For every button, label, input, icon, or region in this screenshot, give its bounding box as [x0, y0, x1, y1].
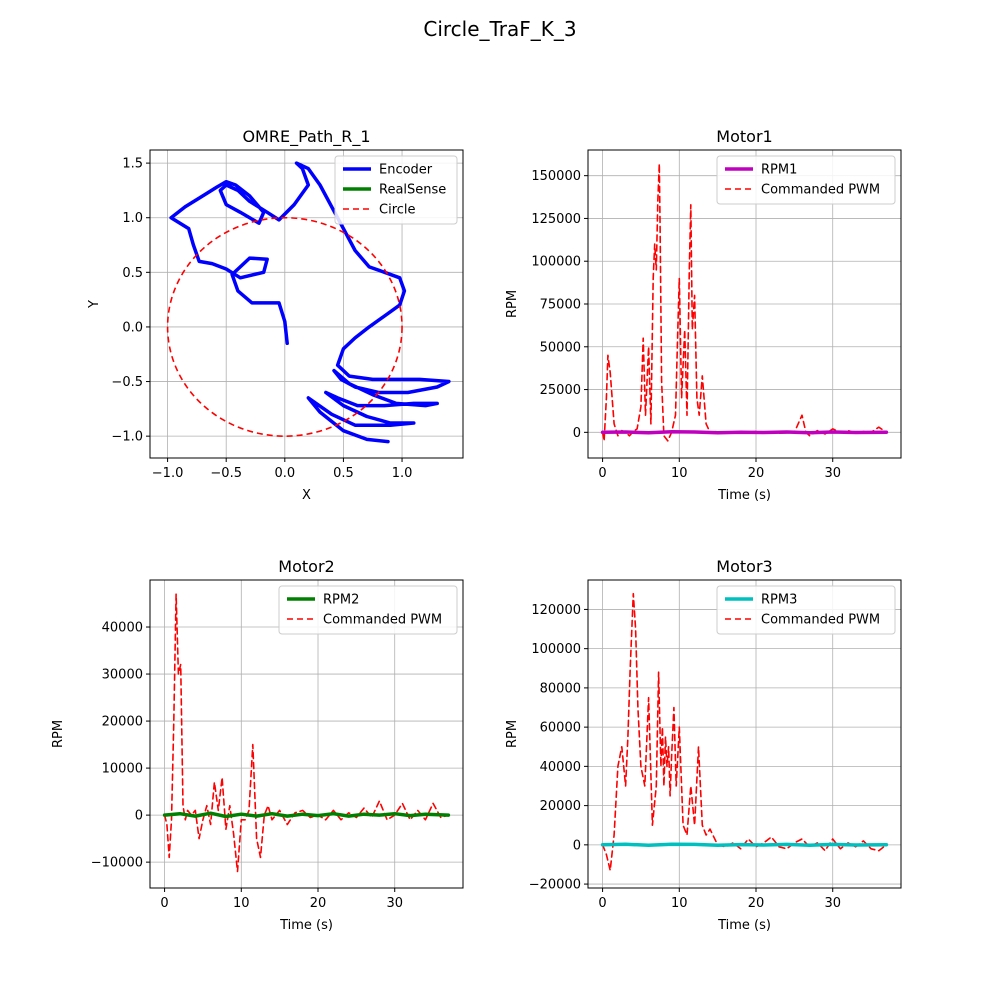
- y-tick-label: 100000: [531, 255, 581, 270]
- legend-label: Commanded PWM: [323, 613, 442, 628]
- y-tick-label: 75000: [540, 298, 581, 313]
- series-rpm1: [600, 430, 889, 435]
- legend-label: RPM1: [761, 163, 797, 178]
- y-axis-label: Y: [87, 300, 102, 309]
- y-tick-label: −1.0: [111, 430, 143, 445]
- axes-frame: [149, 149, 464, 459]
- x-tick-label: 1.0: [392, 466, 413, 481]
- x-tick-label: 0.5: [333, 466, 354, 481]
- plot-title: Motor2: [278, 557, 334, 576]
- axes-frame: [587, 579, 902, 889]
- y-tick-label: 0.5: [122, 266, 143, 281]
- y-tick-label: 20000: [540, 799, 581, 814]
- plot-motor3: 0 10 20 30 −20000 0 20000 40000 60000 80000 100000…: [505, 557, 902, 933]
- y-tick-label: 60000: [540, 721, 581, 736]
- x-tick-label: −1.0: [152, 466, 184, 481]
- plot-title: OMRE_Path_R_1: [242, 127, 370, 147]
- x-tick-label: 20: [748, 896, 765, 911]
- legend: [716, 585, 896, 635]
- y-tick-label: 40000: [102, 621, 143, 636]
- y-tick-label: 30000: [102, 668, 143, 683]
- series-rpm2: [162, 811, 451, 819]
- x-tick-label: 20: [748, 466, 765, 481]
- y-tick-label: −10000: [91, 856, 143, 871]
- y-axis-label: RPM: [51, 720, 66, 748]
- legend-label: RPM2: [323, 593, 359, 608]
- x-axis-label: Time (s): [717, 488, 771, 503]
- figure-title: Circle_TraF_K_3: [423, 17, 576, 41]
- x-tick-label: 20: [310, 896, 327, 911]
- x-tick-label: −0.5: [210, 466, 242, 481]
- x-tick-label: 0: [598, 896, 606, 911]
- x-tick-label: 10: [671, 466, 688, 481]
- x-tick-label: 10: [233, 896, 250, 911]
- x-tick-label: 10: [671, 896, 688, 911]
- plot-title: Motor3: [716, 557, 772, 576]
- x-tick-label: 0: [160, 896, 168, 911]
- x-tick-label: 30: [386, 896, 403, 911]
- legend: [334, 155, 458, 225]
- x-tick-label: 0: [598, 466, 606, 481]
- legend-label: RealSense: [379, 183, 446, 198]
- y-tick-label: 150000: [531, 169, 581, 184]
- y-tick-label: 20000: [102, 715, 143, 730]
- legend-label: Commanded PWM: [761, 613, 880, 628]
- x-axis-label: Time (s): [717, 918, 771, 933]
- x-tick-label: 30: [824, 466, 841, 481]
- x-tick-label: 0.0: [274, 466, 295, 481]
- series-commanded-pwm: [163, 593, 450, 873]
- legend-label: Commanded PWM: [761, 183, 880, 198]
- series-circle: [166, 216, 403, 437]
- plot-motor1: 0 10 20 30 0 25000 50000 75000 100000 125000 15000…: [505, 127, 902, 503]
- legend: [278, 585, 458, 635]
- x-axis-label: X: [302, 488, 311, 503]
- y-tick-label: 80000: [540, 681, 581, 696]
- y-tick-label: 0: [573, 838, 581, 853]
- y-tick-label: 50000: [540, 340, 581, 355]
- y-tick-label: 25000: [540, 383, 581, 398]
- axes-frame: [149, 579, 464, 889]
- plot-omre-path: −1.0 −0.5 0.0 0.5 1.0 −1.0 −0.5 0.0 0.5 1.0 1.5 OMR…: [87, 127, 464, 503]
- series-commanded-pwm: [601, 162, 888, 442]
- x-tick-label: 30: [824, 896, 841, 911]
- y-axis-label: RPM: [505, 290, 520, 318]
- series-commanded-pwm: [601, 592, 888, 872]
- y-tick-label: 10000: [102, 762, 143, 777]
- y-tick-label: 40000: [540, 760, 581, 775]
- y-tick-label: 120000: [531, 603, 581, 618]
- y-axis-label: RPM: [505, 720, 520, 748]
- plot-title: Motor1: [716, 127, 772, 146]
- y-tick-label: −0.5: [111, 375, 143, 390]
- y-tick-label: 1.5: [122, 157, 143, 172]
- y-tick-label: 0: [573, 426, 581, 441]
- legend-label: RPM3: [761, 593, 797, 608]
- series-encoder: [169, 161, 451, 444]
- y-tick-label: 100000: [531, 642, 581, 657]
- plot-motor2: 0 10 20 30 −10000 0 10000 20000 30000 40000 Motor2…: [51, 557, 464, 933]
- legend: [716, 155, 896, 205]
- legend-label: Circle: [379, 203, 416, 218]
- y-tick-label: 0: [135, 809, 143, 824]
- series-rpm3: [600, 842, 889, 847]
- y-tick-label: 0.0: [122, 320, 143, 335]
- y-tick-label: −20000: [529, 878, 581, 893]
- y-tick-label: 125000: [531, 212, 581, 227]
- legend-label: Encoder: [379, 163, 433, 178]
- x-axis-label: Time (s): [279, 918, 333, 933]
- y-tick-label: 1.0: [122, 211, 143, 226]
